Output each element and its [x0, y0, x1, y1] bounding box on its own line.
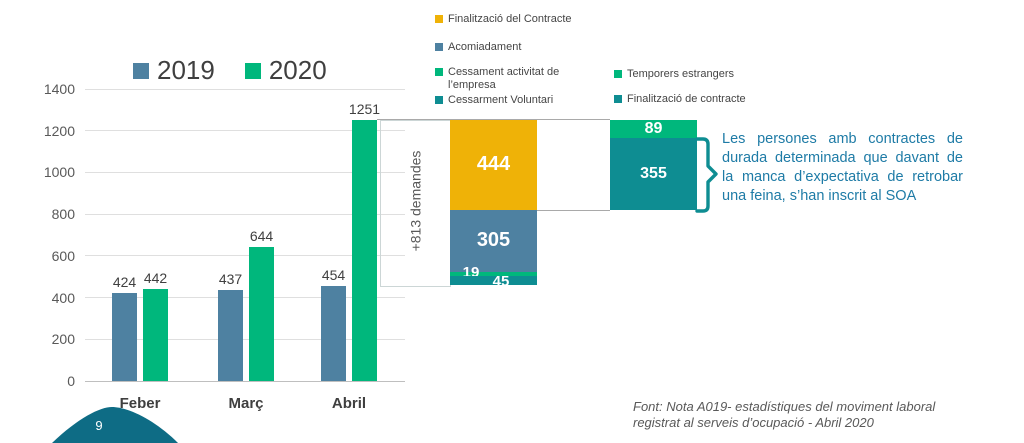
x-axis-label-feber: Feber [119, 395, 161, 412]
breakdown-legend-swatch [614, 95, 622, 103]
substack-segment-temporers-estrangers [610, 120, 697, 139]
breakdown-legend-label: Cessament activitat de l’empresa [448, 66, 560, 91]
stack-segment-acomiadament [450, 210, 537, 272]
breakdown-legend-swatch [435, 68, 443, 76]
substack-value-89: 89 [644, 120, 663, 138]
y-axis-tick-1000: 1000 [43, 164, 75, 181]
y-axis-tick-200: 200 [51, 331, 75, 348]
source-note-line1: Font: Nota A019- estadístiques del movim… [633, 399, 936, 414]
substack-value-355: 355 [640, 165, 667, 183]
breakdown-legend-item-temporers-estrangers: Temporers estrangers [614, 68, 774, 81]
bar-2019-feber [112, 292, 137, 381]
bar-2020-abril [352, 120, 377, 381]
x-axis-label-mar: Març [228, 395, 264, 412]
callout-text: Les persones amb contractes de durada de… [722, 131, 963, 204]
bar-2020-feber [143, 288, 168, 381]
gridline-200 [85, 338, 405, 340]
y-axis-tick-0: 0 [67, 373, 75, 389]
breakdown-legend-label: Acomiadament [448, 41, 522, 53]
gridline-1400 [85, 88, 405, 90]
y-axis-tick-600: 600 [51, 247, 75, 264]
bar-value-2019-feber: 424 [112, 273, 137, 290]
stack-value-305: 305 [476, 229, 511, 252]
breakdown-legend-swatch [435, 43, 443, 51]
breakdown-legend-label: Finalització de contracte [627, 93, 746, 105]
y-axis-tick-400: 400 [51, 289, 75, 306]
bar-value-2019-mar: 437 [218, 270, 243, 287]
bar-2020-mar [249, 246, 274, 381]
source-note: Font: Nota A019- estadístiques del movim… [633, 399, 935, 431]
bar-value-2020-feber: 442 [143, 269, 168, 286]
breakdown-legend-item-finalitzaci-de-contracte: Finalització de contracte [614, 93, 774, 106]
breakdown-legend-label: Cessarment Voluntari [448, 94, 554, 106]
legend-item-2019: 2019 [133, 55, 215, 86]
bar-value-2020-mar: 644 [249, 227, 274, 244]
gridline-600 [85, 255, 405, 257]
gridline-1000 [85, 171, 405, 173]
legend-item-2020: 2020 [244, 55, 327, 86]
legend-label-2019: 2019 [157, 55, 215, 85]
substack-segment-finalitzaci-de-contracte [610, 138, 697, 211]
gridline-800 [85, 213, 405, 215]
breakdown-legend-item-acomiadament: Acomiadament [435, 41, 575, 54]
brace-pointer [695, 137, 718, 213]
stack-value-444: 444 [476, 153, 511, 176]
legend-swatch-2019 [133, 62, 149, 79]
bar-value-2020-abril: 1251 [348, 101, 381, 118]
legend-swatch-2020 [244, 62, 261, 79]
breakdown-legend-item-cessament-activitat-de-l-empresa: Cessament activitat de l’empresa [435, 66, 575, 92]
legend-label-2020: 2020 [268, 55, 327, 85]
bar-2019-mar [218, 289, 243, 381]
stack-segment-cessament-activitat-de-l-empresa [450, 272, 537, 276]
connector-top [377, 119, 610, 120]
breakdown-legend-item-finalitzaci-del-contracte: Finalització del Contracte [435, 13, 575, 26]
breakdown-legend-item-cessarment-voluntari: Cessarment Voluntari [435, 94, 575, 107]
bar-value-2019-abril: 454 [321, 267, 346, 284]
gridline-0 [85, 380, 405, 382]
stack-value-45: 45 [492, 273, 510, 291]
page-number: 9 [95, 418, 103, 433]
breakdown-legend-label: Temporers estrangers [627, 68, 734, 80]
page-wave-shape [52, 407, 178, 443]
stack-segment-cessarment-voluntari [450, 275, 537, 285]
connector-mid [537, 210, 610, 212]
stack-segment-finalitzaci-del-contracte [450, 120, 537, 211]
chart-legend: 2019 2020 [133, 55, 327, 86]
gridline-400 [85, 297, 405, 299]
y-axis-tick-1400: 1400 [43, 81, 75, 97]
breakdown-legend-swatch [435, 96, 443, 104]
breakdown-legend-label: Finalització del Contracte [448, 13, 572, 25]
source-note-line2: registrat al serveis d’ocupació - Abril … [633, 415, 874, 430]
y-axis-tick-800: 800 [51, 206, 75, 223]
y-axis-tick-1200: 1200 [43, 122, 75, 139]
x-axis-label-abril: Abril [331, 395, 367, 412]
breakdown-legend-swatch [614, 70, 622, 78]
breakdown-legend-swatch [435, 15, 443, 23]
bar-2019-abril [321, 286, 346, 381]
delta-annotation: +813 demandes [407, 150, 424, 251]
gridline-1200 [85, 130, 405, 132]
